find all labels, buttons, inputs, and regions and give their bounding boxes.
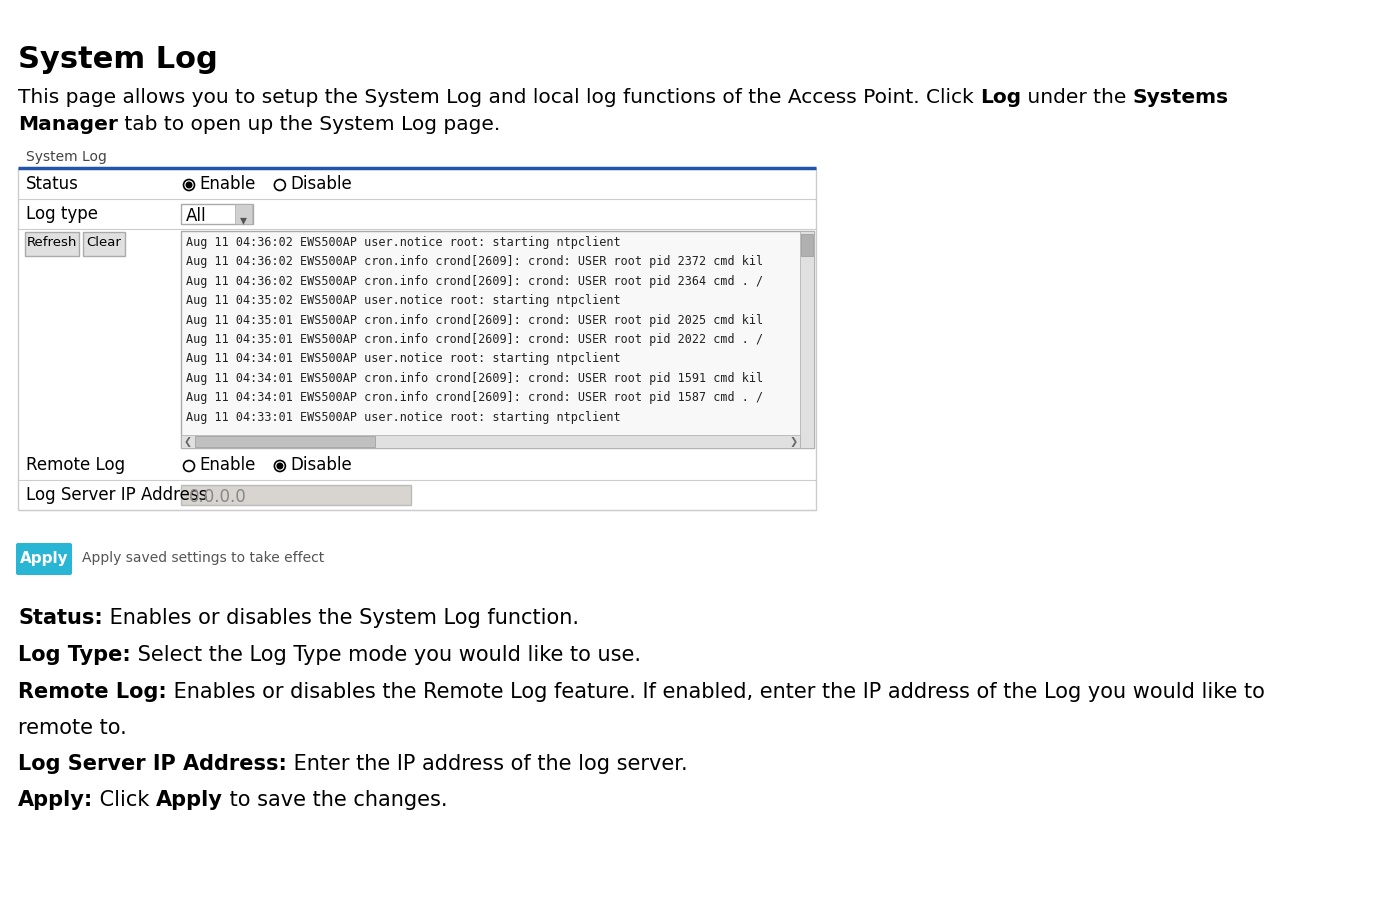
Text: Apply saved settings to take effect: Apply saved settings to take effect — [81, 551, 324, 565]
Text: Apply:: Apply: — [18, 790, 94, 810]
Text: Enables or disables the Remote Log feature. If enabled, enter the IP address of : Enables or disables the Remote Log featu… — [167, 682, 1264, 702]
FancyBboxPatch shape — [17, 543, 72, 575]
Text: Aug 11 04:36:02 EWS500AP cron.info crond[2609]: crond: USER root pid 2364 cmd . : Aug 11 04:36:02 EWS500AP cron.info crond… — [186, 275, 763, 288]
Text: Remote Log: Remote Log — [26, 456, 126, 474]
Text: Aug 11 04:36:02 EWS500AP user.notice root: starting ntpclient: Aug 11 04:36:02 EWS500AP user.notice roo… — [186, 236, 621, 249]
Text: Aug 11 04:35:02 EWS500AP user.notice root: starting ntpclient: Aug 11 04:35:02 EWS500AP user.notice roo… — [186, 294, 621, 307]
Text: Aug 11 04:36:02 EWS500AP cron.info crond[2609]: crond: USER root pid 2372 cmd ki: Aug 11 04:36:02 EWS500AP cron.info crond… — [186, 255, 763, 269]
Text: 0.0.0.0: 0.0.0.0 — [189, 488, 247, 506]
FancyBboxPatch shape — [800, 234, 813, 256]
Text: Enable: Enable — [200, 456, 255, 474]
Text: Disable: Disable — [290, 456, 352, 474]
Text: Disable: Disable — [290, 175, 352, 193]
Text: Enables or disables the System Log function.: Enables or disables the System Log funct… — [102, 608, 578, 628]
Text: Aug 11 04:35:01 EWS500AP cron.info crond[2609]: crond: USER root pid 2025 cmd ki: Aug 11 04:35:01 EWS500AP cron.info crond… — [186, 314, 763, 326]
Text: Click: Click — [94, 790, 156, 810]
Text: Status:: Status: — [18, 608, 102, 628]
Text: System Log: System Log — [26, 150, 106, 164]
FancyBboxPatch shape — [195, 436, 375, 447]
Text: Select the Log Type mode you would like to use.: Select the Log Type mode you would like … — [131, 645, 640, 665]
Text: ❯: ❯ — [789, 437, 798, 447]
Text: Aug 11 04:34:01 EWS500AP cron.info crond[2609]: crond: USER root pid 1591 cmd ki: Aug 11 04:34:01 EWS500AP cron.info crond… — [186, 372, 763, 385]
Text: Log type: Log type — [26, 205, 98, 223]
Text: Systems: Systems — [1133, 88, 1230, 107]
Text: remote to.: remote to. — [18, 718, 127, 738]
Text: Aug 11 04:34:01 EWS500AP cron.info crond[2609]: crond: USER root pid 1587 cmd . : Aug 11 04:34:01 EWS500AP cron.info crond… — [186, 391, 763, 405]
FancyBboxPatch shape — [83, 232, 126, 256]
FancyBboxPatch shape — [181, 231, 814, 448]
FancyBboxPatch shape — [181, 435, 800, 448]
Circle shape — [277, 463, 283, 468]
FancyBboxPatch shape — [25, 232, 79, 256]
Text: to save the changes.: to save the changes. — [224, 790, 447, 810]
Text: ▾: ▾ — [240, 213, 247, 227]
Text: Log Server IP Address: Log Server IP Address — [26, 486, 207, 504]
Text: All: All — [186, 207, 207, 225]
Text: Log Type:: Log Type: — [18, 645, 131, 665]
FancyBboxPatch shape — [181, 204, 253, 224]
Text: Manager: Manager — [18, 115, 117, 134]
Text: This page allows you to setup the System Log and local log functions of the Acce: This page allows you to setup the System… — [18, 88, 980, 107]
Text: Log: Log — [980, 88, 1021, 107]
FancyBboxPatch shape — [18, 168, 816, 510]
Text: Enable: Enable — [200, 175, 255, 193]
Text: Enter the IP address of the log server.: Enter the IP address of the log server. — [287, 754, 687, 774]
Text: System Log: System Log — [18, 45, 218, 74]
Text: Log Server IP Address:: Log Server IP Address: — [18, 754, 287, 774]
Text: tab to open up the System Log page.: tab to open up the System Log page. — [117, 115, 500, 134]
Text: under the: under the — [1021, 88, 1133, 107]
Text: Aug 11 04:34:01 EWS500AP user.notice root: starting ntpclient: Aug 11 04:34:01 EWS500AP user.notice roo… — [186, 352, 621, 365]
Text: Remote Log:: Remote Log: — [18, 682, 167, 702]
Text: Status: Status — [26, 175, 79, 193]
Circle shape — [186, 182, 192, 188]
FancyBboxPatch shape — [800, 231, 814, 448]
Text: Apply: Apply — [156, 790, 224, 810]
Text: ❮: ❮ — [184, 437, 192, 447]
Text: Aug 11 04:35:01 EWS500AP cron.info crond[2609]: crond: USER root pid 2022 cmd . : Aug 11 04:35:01 EWS500AP cron.info crond… — [186, 333, 763, 346]
Text: Clear: Clear — [87, 236, 121, 249]
FancyBboxPatch shape — [235, 204, 253, 224]
Text: Aug 11 04:33:01 EWS500AP user.notice root: starting ntpclient: Aug 11 04:33:01 EWS500AP user.notice roo… — [186, 411, 621, 423]
FancyBboxPatch shape — [181, 485, 411, 505]
Text: Refresh: Refresh — [26, 236, 77, 249]
Text: Apply: Apply — [19, 550, 69, 565]
